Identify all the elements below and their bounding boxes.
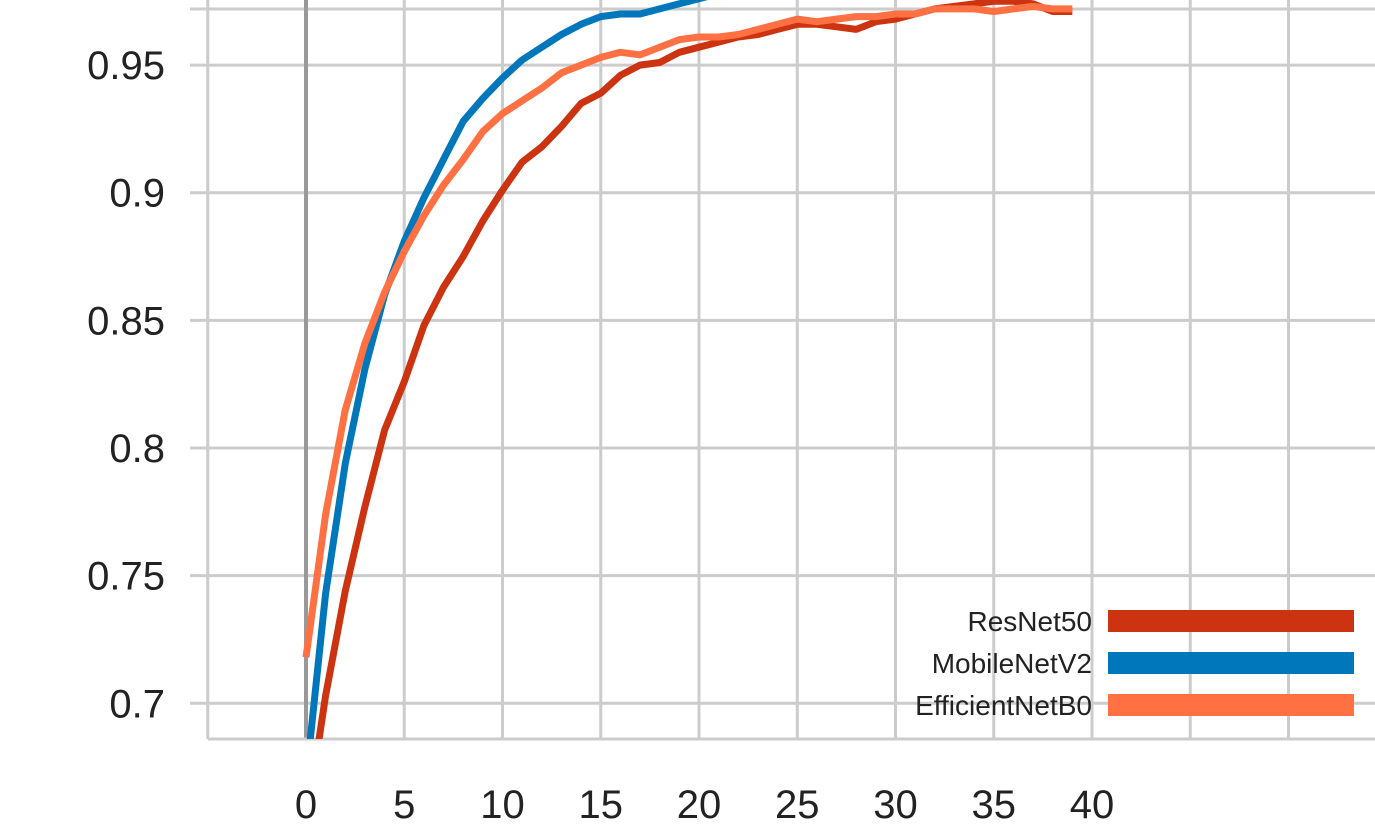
x-tick-label-30: 30 [873, 783, 918, 827]
x-tick-label-40: 40 [1070, 783, 1115, 827]
x-tick-label-0: 0 [295, 783, 317, 827]
legend-swatch-resnet50 [1108, 610, 1354, 632]
y-tick-label-2: 0.8 [109, 427, 165, 471]
x-tick-label-5: 5 [393, 783, 415, 827]
x-tick-label-35: 35 [972, 783, 1017, 827]
y-tick-label-4: 0.9 [109, 172, 165, 216]
x-tick-label-25: 25 [775, 783, 820, 827]
series-layer [302, 0, 1073, 739]
y-tick-label-1: 0.75 [87, 555, 165, 599]
legend: ResNet50 MobileNetV2 EfficientNetB0 [915, 606, 1354, 721]
series-line-efficientnetb0 [302, 2, 1073, 658]
legend-swatch-mobilenetv2 [1108, 652, 1354, 674]
legend-label-efficientnetb0: EfficientNetB0 [915, 690, 1092, 721]
x-tick-label-10: 10 [480, 783, 525, 827]
y-tick-label-5: 0.95 [87, 44, 165, 88]
grid-layer [190, 0, 1375, 739]
legend-label-mobilenetv2: MobileNetV2 [932, 648, 1092, 679]
legend-label-resnet50: ResNet50 [967, 606, 1092, 637]
series-line-mobilenetv2 [306, 0, 708, 739]
tick-label-layer: 0 5 10 15 20 25 30 35 40 0.7 0.75 0.8 0.85 0.9 0.95 [87, 44, 1114, 827]
y-tick-label-3: 0.85 [87, 299, 165, 343]
x-tick-label-15: 15 [579, 783, 624, 827]
y-tick-label-0: 0.7 [109, 682, 165, 726]
x-tick-label-20: 20 [677, 783, 722, 827]
legend-swatch-efficientnetb0 [1108, 694, 1354, 716]
